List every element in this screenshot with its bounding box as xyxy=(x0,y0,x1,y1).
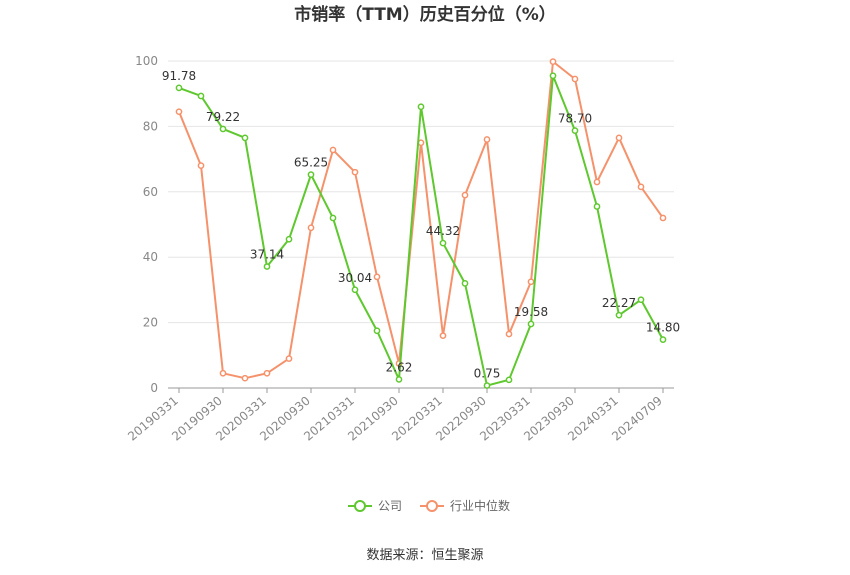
data-label: 65.25 xyxy=(294,156,328,170)
data-label: 0.75 xyxy=(474,367,501,381)
data-label: 30.04 xyxy=(338,271,372,285)
data-label: 79.22 xyxy=(206,110,240,124)
data-point xyxy=(462,281,467,286)
data-label: 37.14 xyxy=(250,248,284,262)
data-point xyxy=(528,279,533,284)
data-point xyxy=(352,287,357,292)
legend-marker xyxy=(427,501,437,511)
data-point xyxy=(638,184,643,189)
data-point xyxy=(484,137,489,142)
data-point xyxy=(242,376,247,381)
data-point xyxy=(242,135,247,140)
data-point xyxy=(506,377,511,382)
data-point xyxy=(440,240,445,245)
data-point xyxy=(616,135,621,140)
data-point xyxy=(528,321,533,326)
data-point xyxy=(220,371,225,376)
data-label: 14.80 xyxy=(646,321,680,335)
data-point xyxy=(660,337,665,342)
data-point xyxy=(572,76,577,81)
data-point xyxy=(198,93,203,98)
data-point xyxy=(330,215,335,220)
data-point xyxy=(572,128,577,133)
data-point xyxy=(418,104,423,109)
data-point xyxy=(264,371,269,376)
data-point xyxy=(594,204,599,209)
data-point xyxy=(506,331,511,336)
data-point xyxy=(374,274,379,279)
grid xyxy=(168,61,674,323)
y-tick-label: 40 xyxy=(143,250,158,264)
y-tick-label: 0 xyxy=(150,381,158,395)
series-0 xyxy=(176,73,665,388)
data-label: 91.78 xyxy=(162,69,196,83)
legend-marker xyxy=(355,501,365,511)
legend-item-1[interactable]: 行业中位数 xyxy=(420,498,510,513)
y-tick-label: 80 xyxy=(143,119,158,133)
data-point xyxy=(660,215,665,220)
data-point xyxy=(330,147,335,152)
data-point xyxy=(484,383,489,388)
source-note: 数据来源：恒生聚源 xyxy=(366,548,483,563)
data-point xyxy=(176,109,181,114)
data-label: 2.62 xyxy=(386,360,413,374)
legend-label: 公司 xyxy=(378,499,402,513)
data-point xyxy=(594,179,599,184)
data-label: 44.32 xyxy=(426,224,460,238)
data-point xyxy=(176,85,181,90)
data-label: 78.70 xyxy=(558,112,592,126)
data-point xyxy=(616,313,621,318)
data-point xyxy=(462,192,467,197)
y-tick-label: 100 xyxy=(135,54,158,68)
chart-title: 市销率（TTM）历史百分位（%） xyxy=(294,4,556,25)
data-point xyxy=(264,264,269,269)
data-point xyxy=(396,377,401,382)
data-point xyxy=(308,172,313,177)
legend[interactable]: 公司 行业中位数 xyxy=(348,498,510,513)
data-label: 19.58 xyxy=(514,305,548,319)
data-point xyxy=(286,356,291,361)
legend-label: 行业中位数 xyxy=(450,498,510,513)
data-label: 22.27 xyxy=(602,296,636,310)
data-point xyxy=(550,59,555,64)
data-point xyxy=(286,237,291,242)
y-tick-label: 60 xyxy=(143,185,158,199)
data-point xyxy=(220,126,225,131)
data-point xyxy=(550,73,555,78)
data-point xyxy=(374,328,379,333)
series-layer xyxy=(176,59,665,388)
data-point xyxy=(440,333,445,338)
y-tick-label: 20 xyxy=(143,316,158,330)
data-point xyxy=(198,163,203,168)
data-point xyxy=(308,225,313,230)
data-point xyxy=(638,297,643,302)
legend-item-0[interactable]: 公司 xyxy=(348,499,402,513)
data-point xyxy=(352,170,357,175)
